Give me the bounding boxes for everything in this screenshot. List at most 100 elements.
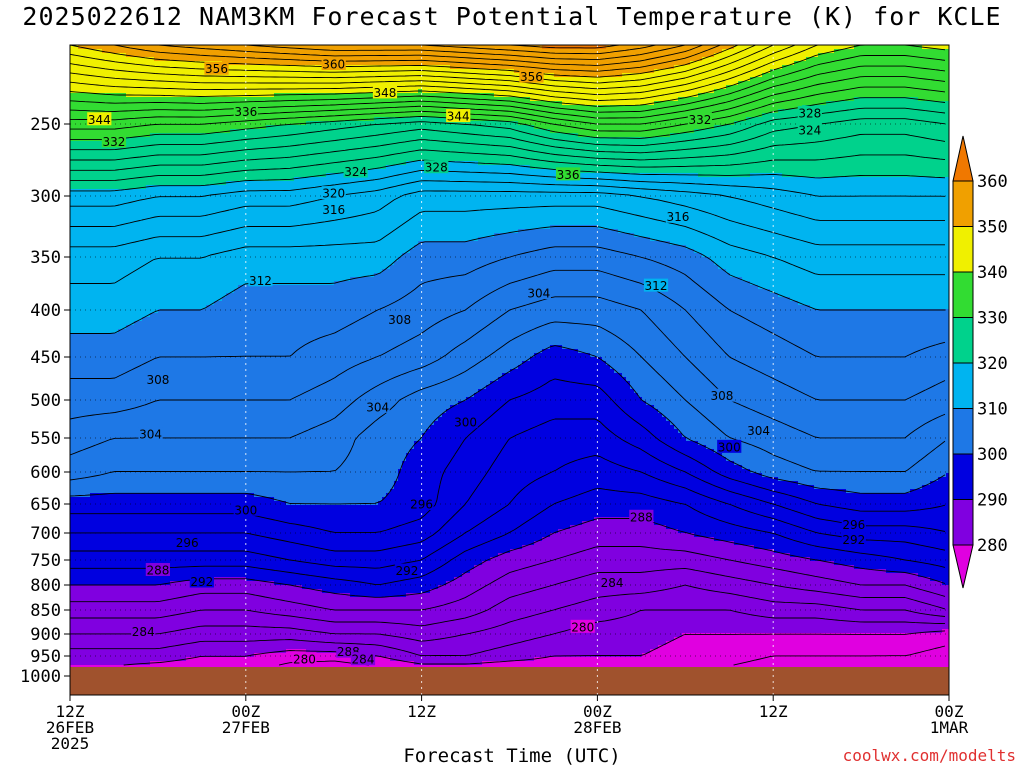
theta-fill-cell	[750, 281, 949, 286]
contour-label: 360	[322, 57, 345, 71]
theta-fill-cell	[534, 353, 591, 358]
theta-contour-314	[70, 190, 945, 248]
x-tick-label: 00Z	[583, 702, 612, 721]
x-tick-label: 28FEB	[573, 718, 621, 737]
theta-fill-cell	[854, 97, 919, 102]
theta-fill-cell	[70, 293, 227, 298]
contour-label: 304	[527, 287, 550, 301]
theta-fill-cell	[410, 249, 695, 254]
theta-fill-cell	[394, 261, 715, 266]
theta-fill-cell	[654, 405, 949, 410]
theta-fill-cell	[682, 433, 949, 438]
theta-fill-cell	[402, 253, 703, 258]
theta-fill-cell	[70, 437, 423, 442]
theta-fill-cell	[306, 121, 519, 126]
theta-fill-cell	[70, 253, 403, 258]
theta-fill-cell	[70, 185, 147, 190]
contour-label-bg	[717, 439, 742, 453]
theta-fill-cell	[70, 637, 675, 642]
theta-fill-cell	[70, 525, 571, 530]
theta-fill-cell	[438, 417, 667, 422]
theta-fill-cell	[650, 237, 949, 242]
theta-fill-cell	[70, 661, 151, 666]
contour-label: 308	[710, 389, 733, 403]
theta-fill-cell	[186, 657, 391, 662]
contour-label: 324	[344, 165, 367, 179]
theta-fill-cell	[70, 393, 475, 398]
theta-fill-cell	[590, 353, 949, 358]
theta-fill-cell	[750, 77, 949, 82]
contour-label-bg	[394, 563, 420, 577]
theta-fill-cell	[70, 477, 399, 482]
chart-title: 2025022612 NAM3KM Forecast Potential Tem…	[22, 2, 1002, 31]
theta-fill-cell	[70, 101, 563, 106]
theta-fill-cell	[758, 285, 949, 290]
colorbar-label: 280	[977, 536, 1008, 556]
colorbar-segment	[952, 453, 974, 500]
theta-fill-cell	[466, 397, 643, 402]
theta-fill-cell	[70, 77, 751, 82]
theta-fill-cell	[158, 309, 949, 314]
contour-label: 308	[388, 313, 411, 327]
theta-fill-cell	[670, 241, 949, 246]
contour-label: 300	[718, 440, 741, 454]
contour-label-bg	[629, 509, 654, 523]
theta-fill-cell	[70, 305, 207, 310]
theta-fill-cell	[482, 561, 835, 566]
theta-fill-cell	[742, 277, 949, 282]
theta-fill-cell	[918, 573, 949, 578]
theta-fill-cell	[682, 633, 949, 638]
theta-fill-cell	[70, 297, 223, 302]
theta-fill-cell	[398, 257, 711, 262]
theta-fill-cell	[806, 57, 949, 62]
contour-label: 336	[234, 105, 257, 119]
theta-fill-cell	[802, 105, 949, 110]
theta-fill-cell	[726, 85, 949, 90]
colorbar-label: 360	[977, 172, 1008, 192]
theta-fill-cell	[70, 49, 103, 54]
theta-fill-cell	[494, 93, 699, 98]
theta-fill-cell	[78, 45, 543, 50]
theta-fill-cell	[70, 553, 499, 558]
theta-fill-cell	[70, 221, 949, 226]
theta-fill-cell	[70, 605, 949, 610]
theta-fill-cell	[534, 125, 715, 130]
theta-fill-cell	[70, 241, 419, 246]
contour-label: 300	[234, 503, 257, 517]
credit-text: coolwx.com/modelts	[842, 746, 1016, 765]
theta-fill-cell	[570, 525, 667, 530]
theta-fill-cell	[70, 517, 595, 522]
theta-fill-cell	[494, 233, 635, 238]
theta-fill-cell	[70, 441, 415, 446]
theta-fill-cell	[374, 273, 731, 278]
theta-fill-cell	[490, 557, 811, 562]
y-tick-label: 450	[30, 348, 61, 368]
theta-fill-cell	[70, 413, 443, 418]
theta-fill-cell	[214, 301, 799, 306]
theta-fill-cell	[426, 429, 679, 434]
theta-fill-cell	[490, 381, 631, 386]
theta-fill-cell	[414, 445, 707, 450]
theta-fill-cell	[70, 533, 551, 538]
contour-label-bg	[519, 69, 544, 83]
y-tick-label: 600	[30, 463, 61, 483]
colorbar-segment	[952, 499, 974, 546]
theta-fill-cell	[690, 61, 795, 66]
theta-fill-cell	[70, 621, 949, 626]
contour-label-bg	[175, 535, 200, 549]
contour-label: 344	[447, 110, 470, 124]
y-tick-label: 250	[30, 115, 61, 135]
theta-fill-cell	[398, 469, 751, 474]
theta-fill-cell	[794, 61, 949, 66]
contour-label: 284	[601, 576, 624, 590]
theta-fill-cell	[762, 73, 949, 78]
theta-fill-cell	[454, 577, 931, 582]
colorbar-segment	[952, 362, 974, 409]
contour-label: 332	[102, 135, 125, 149]
theta-fill-cell	[266, 125, 535, 130]
theta-fill-cell	[70, 373, 503, 378]
theta-fill-cell	[446, 409, 659, 414]
contour-label-bg	[797, 105, 822, 119]
x-axis-label: Forecast Time (UTC)	[403, 745, 621, 767]
